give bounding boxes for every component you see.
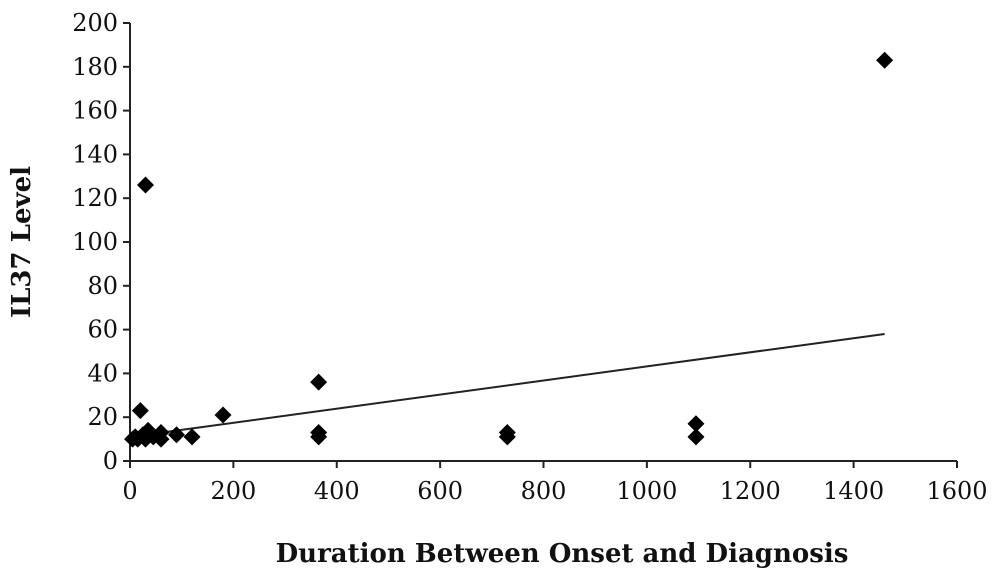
x-tick-label: 1600 [926,477,987,505]
data-point [687,428,705,446]
y-tick-label: 180 [72,53,118,81]
x-tick-label: 1000 [616,477,677,505]
y-tick-label: 120 [72,184,118,212]
data-point [498,428,516,446]
x-tick-label: 1400 [823,477,884,505]
y-tick-label: 160 [72,97,118,125]
data-point [137,176,155,194]
data-point [214,406,232,424]
x-tick-label: 200 [210,477,256,505]
y-tick-label: 100 [72,228,118,256]
x-tick-label: 600 [417,477,463,505]
data-point [876,51,894,69]
data-point [310,373,328,391]
y-tick-label: 0 [103,447,118,475]
data-point [152,424,170,442]
y-tick-label: 60 [87,316,118,344]
data-point [183,428,201,446]
axes [129,23,957,462]
data-point [168,426,186,444]
x-tick-label: 800 [521,477,567,505]
y-tick-label: 40 [87,359,118,387]
y-ticks: 0 20 40 60 80 100 120 140 160 180 200 [72,9,130,475]
x-tick-label: 400 [314,477,360,505]
x-tick-label: 1200 [720,477,781,505]
data-point [131,402,149,420]
y-tick-label: 140 [72,140,118,168]
x-ticks: 0 200 400 600 800 1000 1200 1400 1600 [122,461,988,505]
data-point [310,428,328,446]
y-tick-label: 200 [72,9,118,37]
x-axis-title: Duration Between Onset and Diagnosis [276,539,849,569]
y-axis-title: IL37 Level [7,166,37,318]
trend-line [129,332,885,438]
x-tick-label: 0 [122,477,137,505]
data-points [124,51,894,448]
data-point [687,415,705,433]
y-tick-label: 80 [87,272,118,300]
y-tick-label: 20 [87,403,118,431]
